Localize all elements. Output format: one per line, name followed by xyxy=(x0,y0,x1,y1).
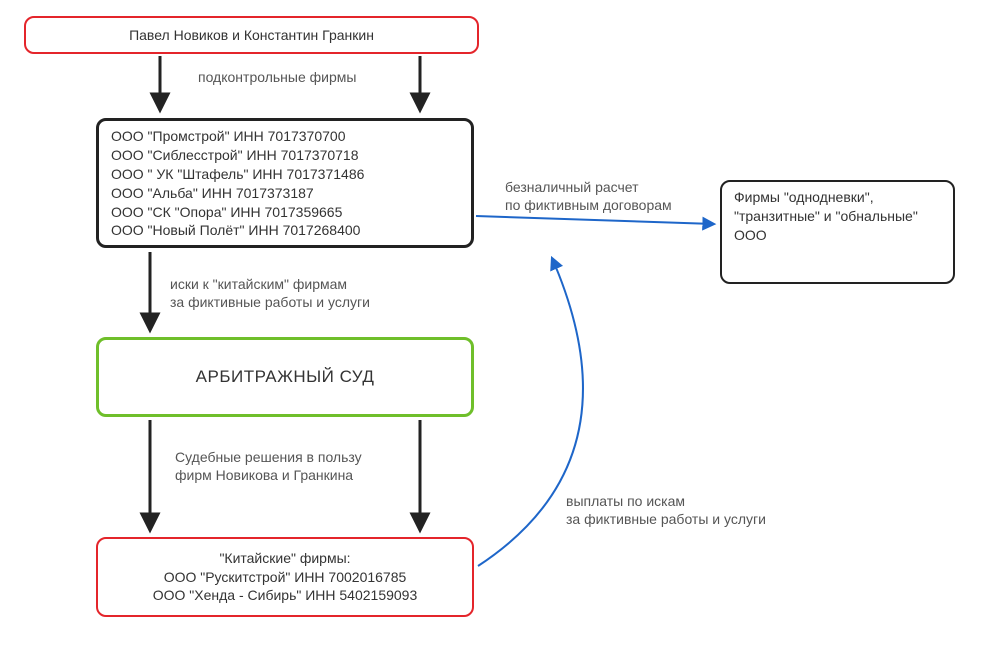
arrow-blue-out xyxy=(476,216,714,224)
node-shells: Фирмы "однодневки","транзитные" и "обнал… xyxy=(720,180,955,284)
node-firms-line: ООО " УК "Штафель" ИНН 7017371486 xyxy=(111,165,459,184)
node-firms-line: ООО "СК "Опора" ИНН 7017359665 xyxy=(111,203,459,222)
node-shells-line: ООО xyxy=(734,226,941,245)
node-court: АРБИТРАЖНЫЙ СУД xyxy=(96,337,474,417)
node-firms-line: ООО "Новый Полёт" ИНН 7017268400 xyxy=(111,221,459,240)
label-payouts: выплаты по искамза фиктивные работы и ус… xyxy=(566,492,766,528)
node-chinese: "Китайские" фирмы:ООО "Рускитстрой" ИНН … xyxy=(96,537,474,617)
node-top-text: Павел Новиков и Константин Гранкин xyxy=(129,26,374,45)
label-decisions: Судебные решения в пользуфирм Новикова и… xyxy=(175,448,362,484)
node-top: Павел Новиков и Константин Гранкин xyxy=(24,16,479,54)
label-controlled: подконтрольные фирмы xyxy=(198,68,356,86)
label-cashless: безналичный расчетпо фиктивным договорам xyxy=(505,178,672,214)
node-firms-line: ООО "Сиблесстрой" ИНН 7017370718 xyxy=(111,146,459,165)
node-chinese-line: ООО "Хенда - Сибирь" ИНН 5402159093 xyxy=(153,586,418,605)
node-firms-line: ООО "Альба" ИНН 7017373187 xyxy=(111,184,459,203)
node-firms: ООО "Промстрой" ИНН 7017370700ООО "Сибле… xyxy=(96,118,474,248)
node-shells-line: "транзитные" и "обнальные" xyxy=(734,207,941,226)
node-chinese-line: "Китайские" фирмы: xyxy=(219,549,350,568)
node-chinese-line: ООО "Рускитстрой" ИНН 7002016785 xyxy=(164,568,407,587)
label-claims: иски к "китайским" фирмамза фиктивные ра… xyxy=(170,275,370,311)
node-court-text: АРБИТРАЖНЫЙ СУД xyxy=(196,366,375,389)
node-shells-line: Фирмы "однодневки", xyxy=(734,188,941,207)
node-firms-line: ООО "Промстрой" ИНН 7017370700 xyxy=(111,127,459,146)
